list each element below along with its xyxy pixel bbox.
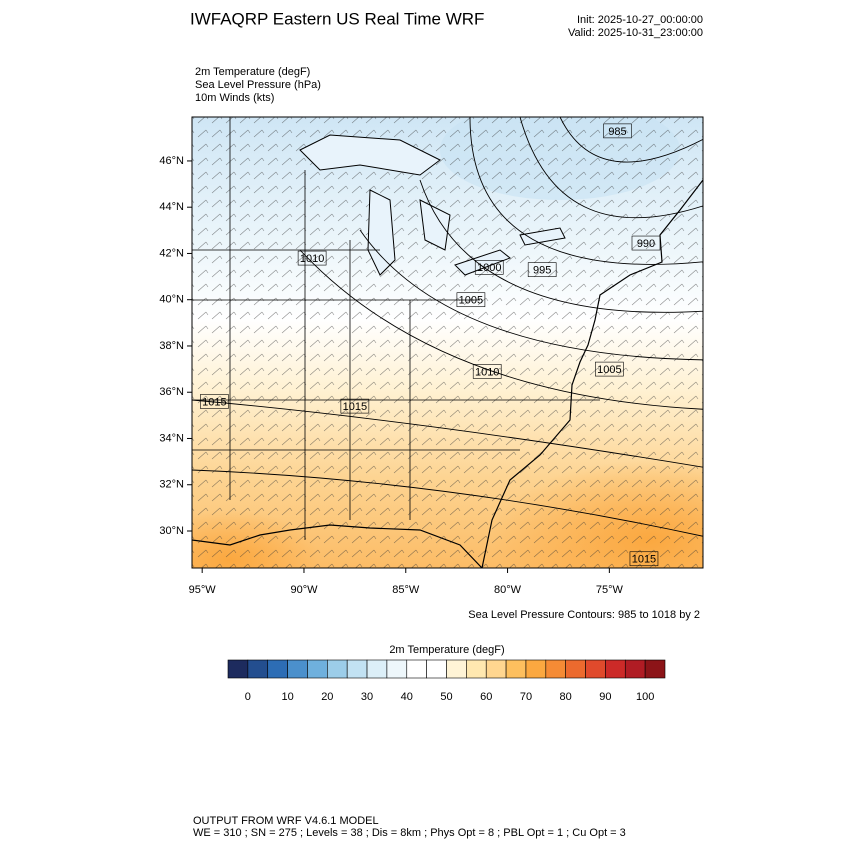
colorbar-box	[267, 659, 288, 679]
colorbar-title: 2m Temperature (degF)	[389, 644, 504, 656]
colorbar-tick-label: 0	[245, 691, 251, 703]
contour-note: Sea Level Pressure Contours: 985 to 1018…	[468, 609, 700, 621]
colorbar-box	[466, 659, 487, 679]
y-tick-label: 30°N	[159, 525, 184, 537]
contour-label-box	[527, 262, 557, 277]
colorbar-box	[287, 659, 308, 679]
colorbar-tick-label: 90	[599, 691, 611, 703]
y-tick-label: 44°N	[159, 201, 184, 213]
colorbar-tick-label: 20	[321, 691, 333, 703]
colorbar-box	[485, 659, 507, 679]
colorbar-tick-label: 30	[361, 691, 373, 703]
contour-label: 1015	[202, 396, 226, 408]
contour-label: 1000	[477, 262, 501, 274]
field-label: 2m Temperature (degF)	[195, 66, 310, 78]
east-coast	[481, 179, 703, 568]
field-label: 10m Winds (kts)	[195, 92, 274, 104]
pressure-contours	[192, 117, 703, 537]
contour-label-box	[456, 292, 486, 308]
contour-label-box	[595, 361, 624, 377]
contour-label: 1010	[300, 253, 324, 265]
colorbar-box	[386, 659, 408, 679]
footer: OUTPUT FROM WRF V4.6.1 MODEL	[193, 815, 379, 827]
state-lines	[192, 117, 600, 540]
contour-label-box	[474, 260, 504, 275]
x-tick-label: 95°W	[189, 584, 217, 596]
contour-label: 1005	[597, 364, 621, 376]
colorbar-box	[247, 659, 269, 679]
colorbar-tick-label: 80	[560, 691, 572, 703]
contour-label: 985	[608, 126, 626, 138]
y-tick-label: 34°N	[159, 432, 184, 444]
contour-label-box	[629, 551, 659, 567]
x-tick-label: 90°W	[290, 584, 318, 596]
contour-label-box	[297, 250, 327, 266]
colorbar-box	[426, 659, 447, 679]
contour-label-box	[631, 235, 661, 251]
colorbar-box	[545, 659, 566, 679]
contour-label-box	[603, 123, 632, 139]
colorbar-tick-label: 50	[440, 691, 452, 703]
gulf-coast	[192, 524, 483, 568]
contour-label: 1015	[632, 554, 656, 566]
valid-time: Valid: 2025-10-31_23:00:00	[568, 27, 703, 39]
y-tick-label: 46°N	[159, 155, 184, 167]
colorbar-box	[585, 659, 606, 679]
contour-label: 995	[533, 265, 551, 277]
contour-label-box	[200, 394, 229, 409]
contour-label: 1005	[459, 295, 483, 307]
map-frame	[191, 116, 704, 569]
colorbar-box	[605, 659, 626, 679]
field-label: Sea Level Pressure (hPa)	[195, 79, 321, 91]
x-tick-label: 85°W	[392, 584, 420, 596]
great-lakes	[299, 134, 566, 276]
colorbar-box	[525, 659, 547, 679]
colorbar-box	[346, 659, 368, 679]
y-tick-label: 36°N	[159, 386, 184, 398]
colorbar-box	[505, 659, 527, 679]
contour-label: 990	[637, 238, 655, 250]
colorbar-tick-label: 100	[636, 691, 654, 703]
colorbar-box	[307, 659, 328, 679]
colorbar-box	[565, 659, 586, 679]
colorbar-tick-label: 60	[480, 691, 492, 703]
contour-label: 1015	[343, 401, 367, 413]
colorbar-box	[227, 659, 249, 679]
colorbar-tick-label: 70	[520, 691, 532, 703]
colorbar-box	[644, 659, 666, 679]
colorbar-box	[327, 659, 348, 679]
contour-label-box	[472, 364, 502, 379]
wind-barbs	[192, 117, 703, 568]
y-tick-label: 40°N	[159, 294, 184, 306]
colorbar-box	[366, 659, 388, 679]
colorbar-tick-label: 40	[401, 691, 413, 703]
x-tick-label: 75°W	[596, 584, 624, 596]
colorbar-box	[406, 659, 427, 679]
y-tick-label: 32°N	[159, 479, 184, 491]
colorbar-box	[624, 659, 646, 679]
contour-label-box	[340, 398, 370, 414]
map-field	[192, 117, 703, 568]
colorbar-tick-label: 10	[281, 691, 293, 703]
init-time: Init: 2025-10-27_00:00:00	[577, 14, 703, 26]
title: IWFAQRP Eastern US Real Time WRF	[190, 9, 484, 28]
colorbar-box	[446, 659, 467, 679]
x-tick-label: 80°W	[494, 584, 522, 596]
y-tick-label: 42°N	[159, 247, 184, 259]
footer: WE = 310 ; SN = 275 ; Levels = 38 ; Dis …	[193, 827, 626, 839]
y-tick-label: 38°N	[159, 340, 184, 352]
contour-label: 1010	[475, 366, 499, 378]
